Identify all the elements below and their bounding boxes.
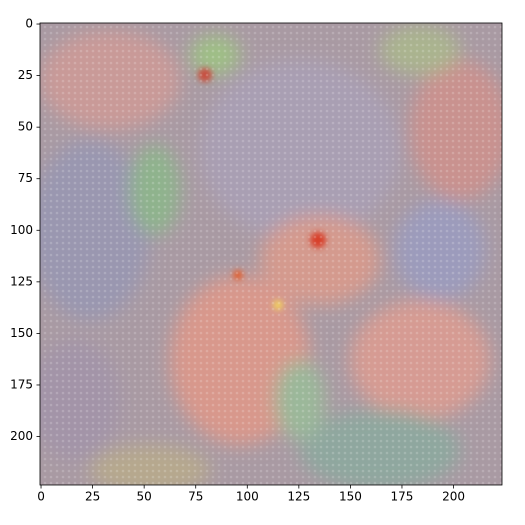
x-tick-label: 75 — [188, 490, 203, 504]
y-tick-label: 25 — [18, 68, 33, 82]
y-tick-label: 200 — [10, 429, 33, 443]
y-tick-label: 100 — [10, 223, 33, 237]
axes-frame — [39, 22, 503, 486]
x-tick-label: 0 — [37, 490, 45, 504]
y-tick-label: 150 — [10, 326, 33, 340]
x-tick-label: 25 — [85, 490, 100, 504]
y-tick-label: 0 — [25, 17, 33, 31]
y-tick-label: 125 — [10, 274, 33, 288]
x-tick-label: 50 — [137, 490, 152, 504]
x-tick-label: 200 — [442, 490, 465, 504]
x-tick-label: 150 — [339, 490, 362, 504]
x-tick-label: 175 — [391, 490, 414, 504]
y-tick-label: 75 — [18, 171, 33, 185]
x-tick-label: 100 — [236, 490, 259, 504]
x-tick-label: 125 — [287, 490, 310, 504]
image — [40, 23, 502, 485]
y-tick-label: 50 — [18, 120, 33, 134]
y-tick-label: 175 — [10, 377, 33, 391]
